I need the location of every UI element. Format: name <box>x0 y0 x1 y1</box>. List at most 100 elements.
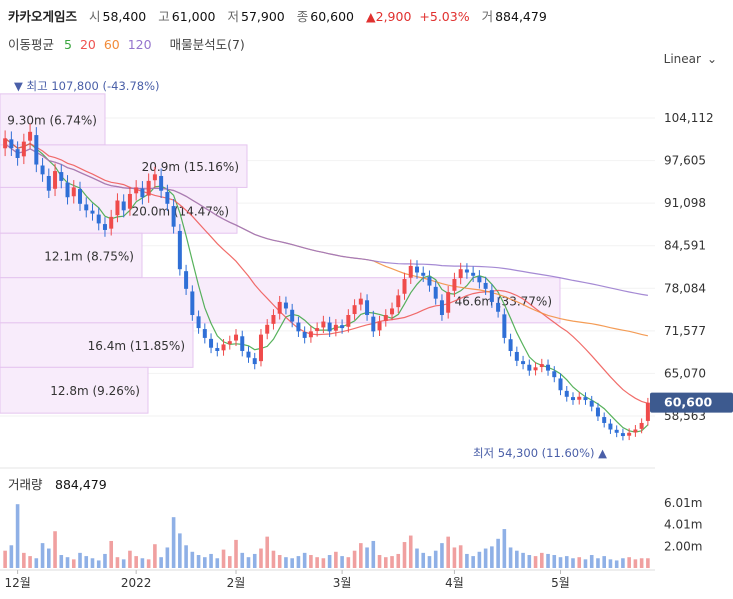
candle-body <box>577 396 582 400</box>
candle-body <box>65 182 70 198</box>
volume-profile-bar <box>0 322 194 368</box>
volume-bar <box>465 553 469 568</box>
stock-name: 카카오게임즈 <box>8 9 78 24</box>
candle-body <box>396 295 401 308</box>
volume-bar <box>571 558 575 568</box>
volume-bar <box>259 548 263 568</box>
candle-body <box>283 302 288 309</box>
volume-bar <box>65 557 70 568</box>
volume-bar <box>15 504 20 568</box>
volume-tick-label: 4.01m <box>664 518 702 532</box>
volume-bar <box>190 551 195 568</box>
candle-body <box>277 301 282 314</box>
moving-average-label[interactable]: 이동평균 <box>8 37 55 52</box>
price-axis: 104,112 97,605 91,098 84,591 78,084 71,577 65,… <box>664 111 714 423</box>
volume-bar <box>483 548 488 568</box>
volume-bar <box>564 556 569 568</box>
candle-body <box>539 364 544 368</box>
candle-body <box>496 302 501 312</box>
volume-bar <box>583 559 588 568</box>
volume-bar <box>365 547 369 568</box>
candle-body <box>34 135 39 165</box>
candle-body <box>96 214 101 224</box>
volume-bar <box>209 553 213 568</box>
candle-body <box>502 314 507 338</box>
volume-bar <box>28 556 32 568</box>
candle-body <box>446 292 451 313</box>
volume-bar <box>78 552 82 568</box>
volume-bar <box>96 560 101 568</box>
candle-body <box>296 322 301 332</box>
volume-bar <box>159 557 163 568</box>
volume-bar <box>115 557 120 568</box>
volume-value: 884,479 <box>495 9 547 24</box>
candle-body <box>109 216 114 229</box>
volume-bar <box>290 558 294 568</box>
volume-bar <box>140 558 145 568</box>
volume-bar <box>433 550 438 568</box>
volume-bar <box>227 556 232 568</box>
candle-body <box>340 325 345 329</box>
candle-body <box>458 269 463 279</box>
candle-body <box>639 422 644 429</box>
time-tick-label: 4월 <box>445 576 464 590</box>
candle-body <box>427 276 432 286</box>
open-value: 58,400 <box>102 9 147 24</box>
candle-body <box>209 338 214 348</box>
volume-bar <box>234 539 238 568</box>
candle-body <box>21 141 26 157</box>
candle-body <box>127 193 132 209</box>
candle-body <box>552 371 557 378</box>
change-arrow-icon: ▲ <box>366 9 376 24</box>
volume-profile-label: 16.4m (11.85%) <box>88 339 185 353</box>
volume-bar <box>596 558 600 568</box>
volume-bar <box>490 546 494 568</box>
volume-panel-title: 거래량 <box>8 477 43 492</box>
low-annotation: 최저 54,300 (11.60%) ▲ <box>473 446 607 460</box>
high-label: 고 <box>158 9 170 24</box>
volume-bar <box>3 550 7 568</box>
volume-bar <box>396 553 401 568</box>
chevron-down-icon: ⌄ <box>706 52 717 66</box>
volume-bar <box>246 557 251 568</box>
volume-bar <box>533 556 538 568</box>
volume-bar <box>352 550 357 568</box>
change-percent: +5.03% <box>419 9 470 24</box>
ma-5-legend[interactable]: 5 <box>64 37 72 52</box>
volume-profile: 9.30m (6.74%)20.9m (15.16%)20.0m (14.47%… <box>0 93 561 414</box>
candle-body <box>365 300 370 316</box>
candle-body <box>53 171 58 189</box>
candle-body <box>177 230 182 270</box>
volume-bar <box>627 557 631 568</box>
candle-body <box>464 269 469 273</box>
volume-bar <box>184 545 188 568</box>
candle-body <box>627 432 632 436</box>
ma-60-legend[interactable]: 60 <box>103 37 120 52</box>
volume-bar <box>178 533 182 568</box>
volume-bar <box>109 540 114 568</box>
candle-body <box>402 279 407 294</box>
candle-body <box>333 324 338 331</box>
scale-dropdown[interactable]: Linear ⌄ <box>664 52 723 66</box>
ma-120-legend[interactable]: 120 <box>127 37 152 52</box>
volume-bar <box>458 545 463 568</box>
volume-bar <box>327 555 332 568</box>
price-tick-label: 91,098 <box>664 196 706 210</box>
volume-bar <box>71 559 76 568</box>
candle-body <box>583 397 588 401</box>
candle-body <box>633 429 638 433</box>
candle-body <box>602 417 607 423</box>
volume-profile-toggle[interactable]: 매물분석도(7) <box>169 37 245 52</box>
price-tick-label: 71,577 <box>664 324 706 338</box>
volume-bar <box>477 551 482 568</box>
candle-body <box>3 138 8 149</box>
candle-body <box>439 300 444 316</box>
volume-bar <box>221 549 226 568</box>
time-tick-label: 5월 <box>551 576 570 590</box>
indicator-legend: 이동평균 5 20 60 120 매물분석도(7) <box>8 34 245 53</box>
volume-bar <box>390 556 394 568</box>
candle-body <box>28 131 33 141</box>
ma-20-legend[interactable]: 20 <box>79 37 96 52</box>
volume-bar <box>508 547 513 568</box>
